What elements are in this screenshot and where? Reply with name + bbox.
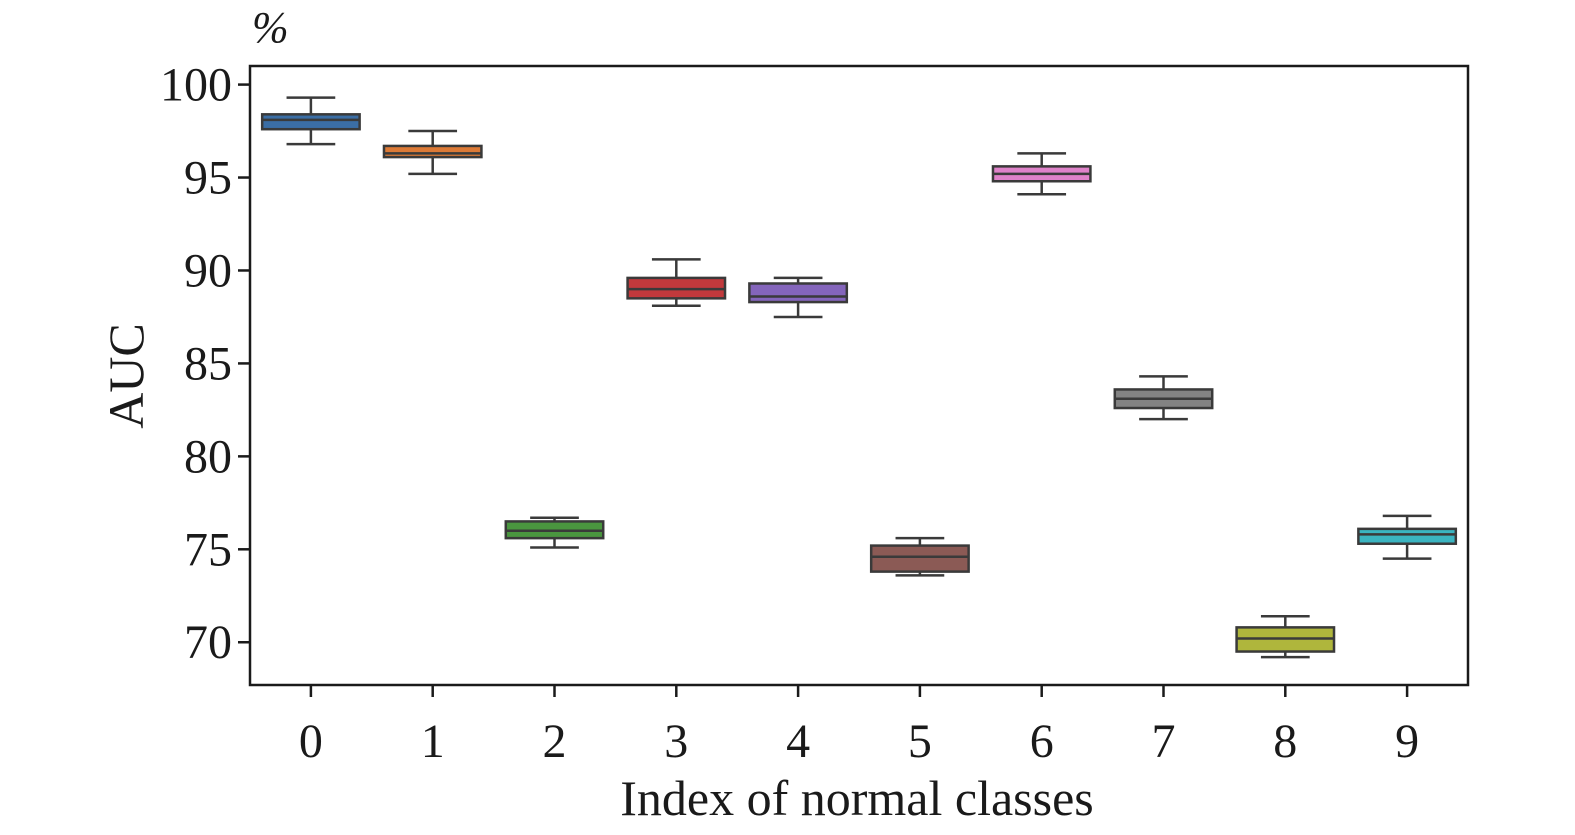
box-class-3 (626, 258, 727, 308)
box-class-4 (748, 276, 849, 319)
box-class-6 (991, 152, 1092, 196)
box-class-1 (382, 129, 483, 176)
box-class-7 (1113, 375, 1214, 421)
x-tick-label: 7 (1152, 715, 1176, 768)
x-tick-label: 5 (908, 715, 932, 768)
box-class-2 (504, 516, 605, 549)
x-tick-label: 0 (299, 715, 323, 768)
iqr-box (382, 144, 483, 159)
x-tick-label: 2 (543, 715, 567, 768)
y-tick-label: 80 (184, 430, 232, 483)
box-series (260, 96, 1458, 659)
y-tick-label: 100 (160, 59, 232, 112)
box-class-9 (1357, 514, 1458, 560)
x-tick-label: 1 (421, 715, 445, 768)
x-axis-label: Index of normal classes (620, 770, 1093, 826)
iqr-box (1357, 527, 1458, 545)
box-class-8 (1235, 614, 1336, 659)
iqr-box (869, 544, 970, 573)
x-tick-label: 3 (664, 715, 688, 768)
box-class-0 (260, 96, 361, 146)
y-axis-label: AUC (98, 323, 154, 429)
iqr-box (260, 113, 361, 131)
x-tick-label: 9 (1395, 715, 1419, 768)
y-tick-label: 75 (184, 523, 232, 576)
unit-label: % (252, 3, 289, 52)
x-tick-label: 4 (786, 715, 810, 768)
x-tick-label: 6 (1030, 715, 1054, 768)
y-tick-label: 90 (184, 244, 232, 297)
box-class-5 (869, 536, 970, 577)
y-tick-label: 85 (184, 337, 232, 390)
y-tick-label: 70 (184, 616, 232, 669)
y-tick-label: 95 (184, 152, 232, 205)
plot-frame (248, 64, 1470, 687)
x-tick-label: 8 (1273, 715, 1297, 768)
x-axis-ticks: 0 1 2 3 4 5 6 7 8 9 (299, 685, 1419, 768)
y-axis-ticks: 100 95 90 85 80 75 70 (160, 59, 250, 669)
iqr-box (748, 282, 849, 304)
